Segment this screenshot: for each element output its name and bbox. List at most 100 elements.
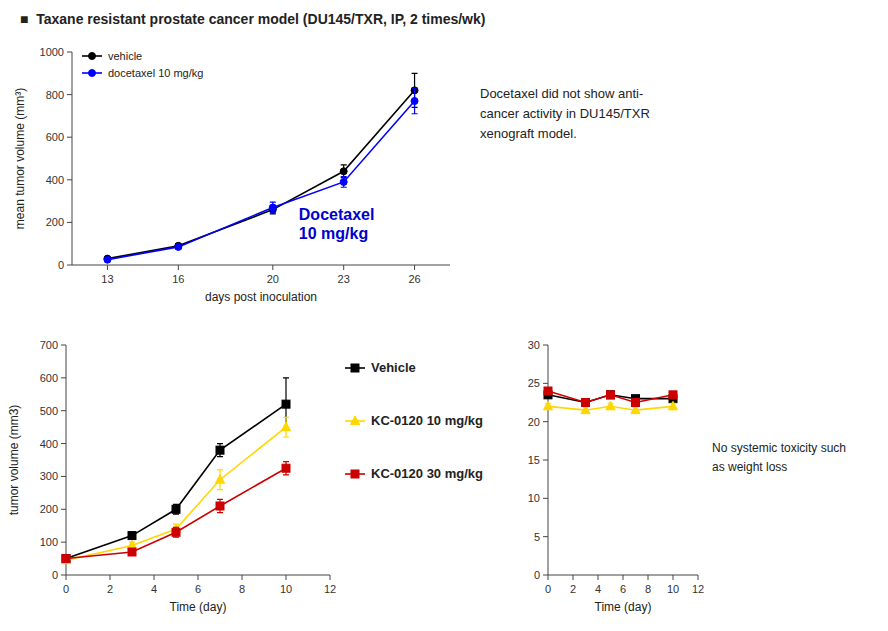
- x-tick: [573, 575, 574, 580]
- y-tick: [543, 421, 548, 422]
- point: [582, 399, 590, 407]
- error-bar: [217, 499, 223, 512]
- x-axis-line: [72, 265, 450, 266]
- error-bar: [129, 549, 135, 556]
- x-tick: [110, 575, 111, 580]
- point: [216, 446, 224, 454]
- point: [543, 401, 552, 410]
- error-bar: [341, 165, 347, 178]
- series: [61, 417, 290, 563]
- series: [62, 378, 290, 563]
- x-tick: [178, 265, 179, 270]
- x-tick-label: 4: [151, 583, 157, 595]
- error-bar: [545, 388, 551, 394]
- point: [668, 401, 677, 410]
- x-tick-label: 16: [172, 273, 184, 285]
- y-tick-label: 0: [534, 569, 540, 581]
- legend-entry: KC-0120 30 mg/kg: [345, 466, 483, 481]
- annotation: Docetaxel10 mg/kg: [299, 206, 375, 242]
- error-bar: [129, 532, 135, 539]
- x-tick-label: 20: [267, 273, 279, 285]
- y-tick-label: 30: [528, 339, 540, 351]
- point: [632, 399, 640, 407]
- point: [128, 548, 136, 556]
- x-tick: [107, 265, 108, 270]
- y-tick: [61, 377, 66, 378]
- error-bar: [583, 399, 589, 405]
- error-bar: [173, 504, 179, 514]
- point: [62, 555, 70, 563]
- y-tick-label: 800: [46, 89, 64, 101]
- legend: Vehicle KC-0120 10 mg/kg KC-0120 30 mg/kg: [345, 360, 483, 481]
- y-tick-label: 600: [46, 131, 64, 143]
- y-tick-label: 10: [528, 492, 540, 504]
- x-tick: [414, 265, 415, 270]
- series: [543, 401, 677, 413]
- legend-marker: [351, 364, 359, 372]
- point: [607, 391, 615, 399]
- y-tick-label: 200: [40, 503, 58, 515]
- series: [544, 387, 677, 407]
- y-tick: [543, 536, 548, 537]
- point: [281, 422, 290, 431]
- x-tick-label: 8: [239, 583, 245, 595]
- legend-entry: docetaxel 10 mg/kg: [82, 67, 203, 79]
- x-tick: [548, 575, 549, 580]
- legend-entry: KC-0120 10 mg/kg: [345, 413, 483, 428]
- x-axis-label: Time (day): [595, 600, 652, 614]
- point: [128, 532, 136, 540]
- x-tick: [154, 575, 155, 580]
- error-bar: [608, 392, 614, 398]
- point: [340, 178, 347, 185]
- x-tick: [648, 575, 649, 580]
- y-tick: [61, 509, 66, 510]
- series-line: [66, 404, 286, 558]
- x-tick-label: 12: [692, 583, 704, 595]
- point: [172, 528, 180, 536]
- title: ■ Taxane resistant prostate cancer model…: [20, 11, 485, 27]
- legend-label: vehicle: [108, 50, 142, 62]
- x-tick-label: 2: [570, 583, 576, 595]
- series-line: [66, 427, 286, 560]
- error-bar: [270, 202, 276, 213]
- y-tick-label: 300: [40, 470, 58, 482]
- y-tick: [61, 443, 66, 444]
- x-axis-label: days post inoculation: [205, 290, 317, 304]
- x-tick-label: 12: [324, 583, 336, 595]
- legend-label: Vehicle: [371, 360, 416, 375]
- y-tick-label: 200: [46, 216, 64, 228]
- error-bar: [412, 88, 418, 114]
- series: [104, 73, 418, 262]
- y-tick: [67, 137, 72, 138]
- y-tick: [543, 460, 548, 461]
- x-tick: [343, 265, 344, 270]
- point: [582, 399, 590, 407]
- x-tick: [698, 575, 699, 580]
- x-tick: [286, 575, 287, 580]
- x-tick: [66, 575, 67, 580]
- y-tick-label: 100: [40, 536, 58, 548]
- annotation: No systemic toxicity suchas weight loss: [712, 441, 846, 474]
- y-tick: [61, 575, 66, 576]
- x-tick-label: 6: [620, 583, 626, 595]
- error-bar: [583, 399, 589, 405]
- x-tick: [330, 575, 331, 580]
- plot-area: [61, 378, 290, 564]
- y-tick-label: 700: [40, 339, 58, 351]
- point: [62, 555, 70, 563]
- chart: ■ Taxane resistant prostate cancer model…: [13, 11, 650, 304]
- y-tick: [543, 575, 548, 576]
- y-axis-line: [72, 52, 73, 265]
- legend-marker: [89, 53, 96, 60]
- point: [215, 475, 224, 484]
- x-tick-label: 23: [338, 273, 350, 285]
- error-bar: [608, 392, 614, 398]
- y-axis-label: mean tumor volume (mm³): [13, 88, 27, 229]
- legend-marker: [89, 70, 96, 77]
- x-tick: [242, 575, 243, 580]
- y-tick: [61, 542, 66, 543]
- legend-marker: [350, 416, 359, 425]
- x-tick: [673, 575, 674, 580]
- y-tick-label: 5: [534, 531, 540, 543]
- annotation: Docetaxel did not show anti-cancer activ…: [480, 86, 650, 141]
